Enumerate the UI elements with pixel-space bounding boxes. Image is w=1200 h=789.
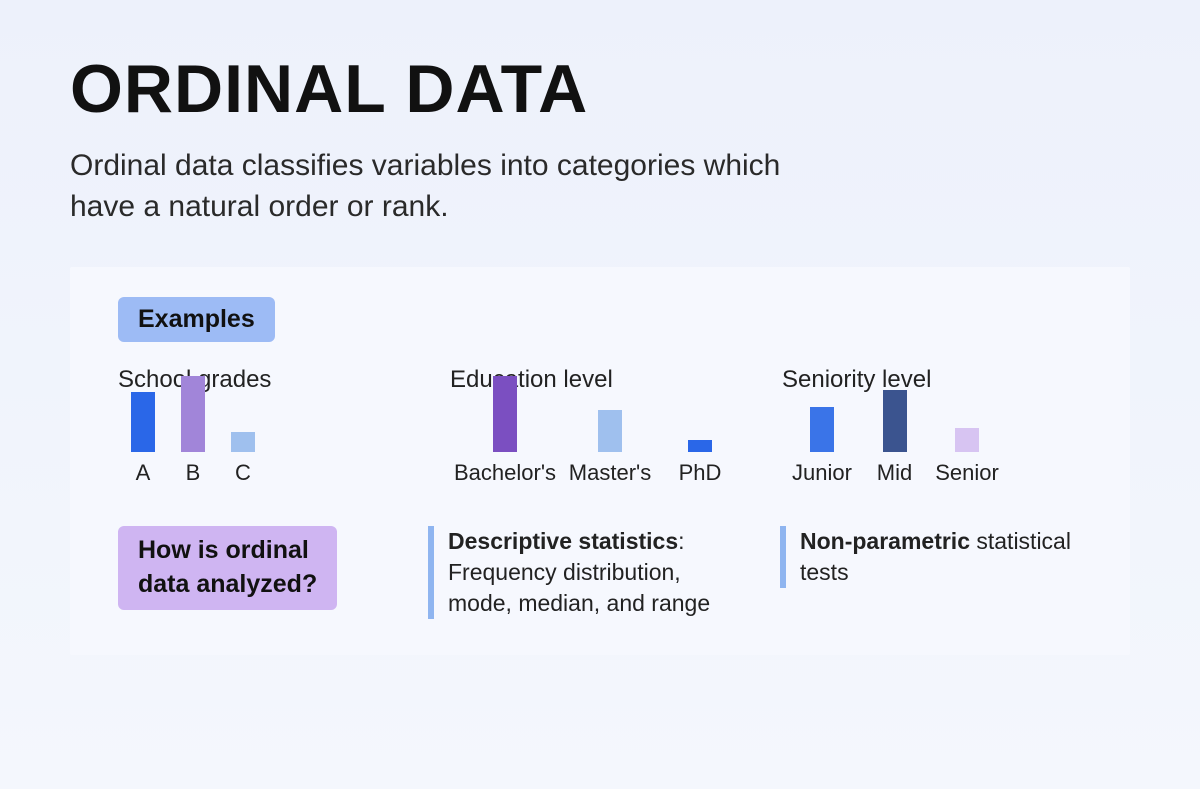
chart-block: Education levelBachelor'sMaster'sPhD bbox=[450, 366, 750, 486]
bar bbox=[181, 376, 205, 452]
chart-block: School grades A B C bbox=[118, 366, 418, 486]
bar-label: B bbox=[186, 460, 201, 486]
chart-title: School grades bbox=[118, 366, 418, 394]
bar bbox=[231, 432, 255, 452]
page-subtitle: Ordinal data classifies variables into c… bbox=[70, 146, 850, 227]
analysis-row: How is ordinal data analyzed? Descriptiv… bbox=[118, 526, 1082, 619]
bar-label: PhD bbox=[679, 460, 722, 486]
bar bbox=[493, 376, 517, 452]
bar-label: A bbox=[136, 460, 151, 486]
bar bbox=[688, 440, 712, 452]
content-panel: Examples School gradesABCEducation level… bbox=[70, 267, 1130, 655]
bar-column: A bbox=[118, 392, 168, 486]
bar-column: Bachelor's bbox=[450, 376, 560, 486]
bar bbox=[955, 428, 979, 452]
bar-group: Bachelor's Master's PhD bbox=[450, 406, 750, 486]
page-title: ORDINAL DATA bbox=[70, 50, 1130, 128]
bar-column: Master's bbox=[560, 410, 660, 486]
bar-label: C bbox=[235, 460, 251, 486]
how-badge: How is ordinal data analyzed? bbox=[118, 526, 337, 610]
how-badge-container: How is ordinal data analyzed? bbox=[118, 526, 378, 610]
bar-label: Senior bbox=[935, 460, 999, 486]
bar-column: Junior bbox=[782, 407, 862, 486]
charts-row: School gradesABCEducation levelBachelor'… bbox=[118, 366, 1082, 486]
chart-title: Seniority level bbox=[782, 366, 1082, 394]
bar-column: PhD bbox=[660, 440, 740, 486]
bar bbox=[131, 392, 155, 452]
stat-bold: Descriptive statistics bbox=[448, 528, 678, 554]
bar bbox=[598, 410, 622, 452]
bar-label: Bachelor's bbox=[454, 460, 556, 486]
stat-bold: Non-parametric bbox=[800, 528, 970, 554]
chart-block: Seniority level Junior Mid Senior bbox=[782, 366, 1082, 486]
how-line2: data analyzed? bbox=[138, 570, 317, 598]
how-line1: How is ordinal bbox=[138, 536, 309, 564]
stat-nonparametric: Non-parametric statistical tests bbox=[780, 526, 1082, 588]
bar-group: Junior Mid Senior bbox=[782, 406, 1082, 486]
bar-group: A B C bbox=[118, 406, 418, 486]
bar-label: Master's bbox=[569, 460, 651, 486]
examples-badge: Examples bbox=[118, 297, 275, 342]
bar-label: Junior bbox=[792, 460, 852, 486]
bar-column: Mid bbox=[862, 390, 927, 486]
bar bbox=[810, 407, 834, 452]
bar-column: B bbox=[168, 376, 218, 486]
stat-descriptive: Descriptive statistics: Frequency distri… bbox=[428, 526, 730, 619]
bar-column: Senior bbox=[927, 428, 1007, 486]
bar-column: C bbox=[218, 432, 268, 486]
bar bbox=[883, 390, 907, 452]
bar-label: Mid bbox=[877, 460, 912, 486]
